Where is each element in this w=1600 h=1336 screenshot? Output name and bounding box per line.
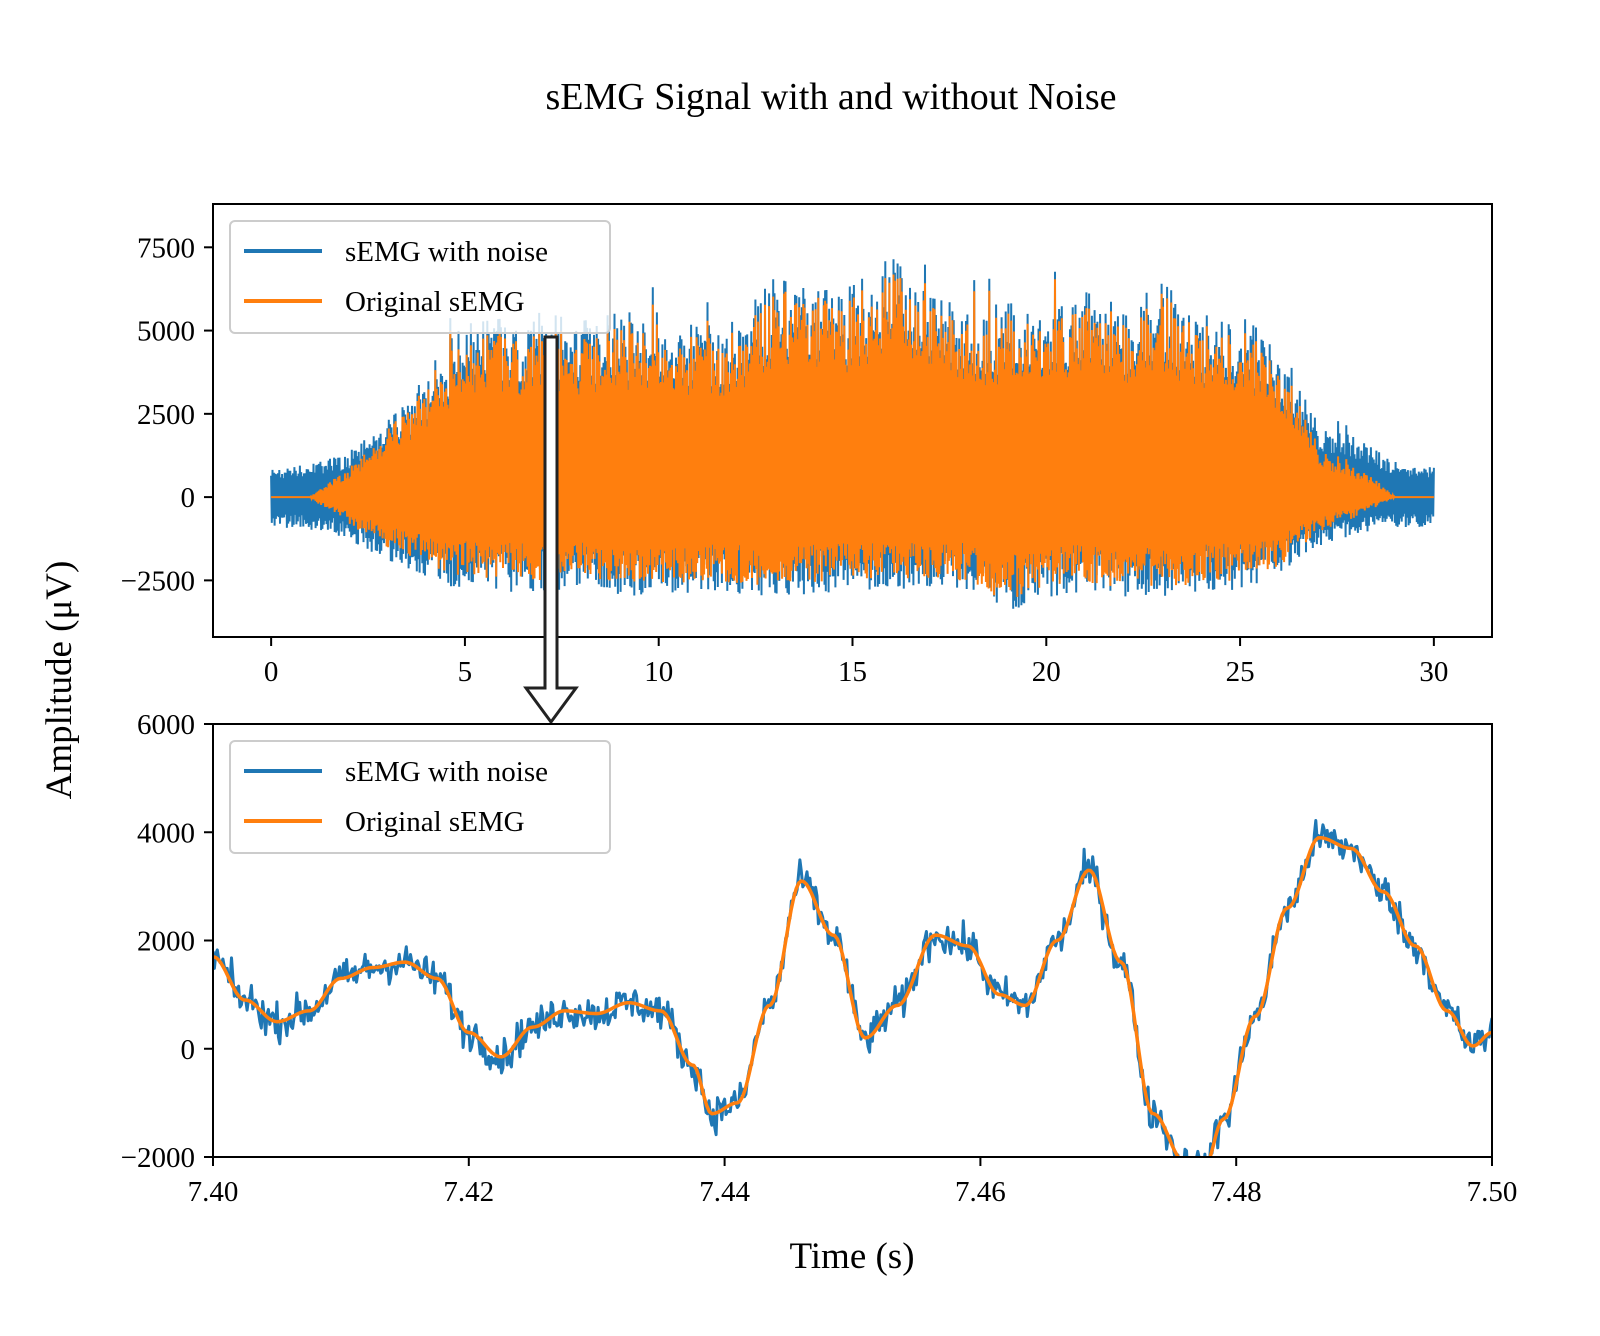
zoom-arrow — [523, 335, 579, 725]
zoom-ticks: 7.40 7.42 7.44 7.46 7.48 7.50 −2000 0 2000 4000 60… — [121, 709, 1518, 1208]
overview-ticks: 0 5 10 15 20 25 30 −2500 0 2500 5000 7500 — [121, 232, 1449, 688]
overview-y-tick-label: −2500 — [121, 565, 195, 597]
overview-y-tick-label: 2500 — [137, 399, 195, 431]
overview-x-tick-label: 25 — [1226, 656, 1255, 688]
zoom-y-tick-label: −2000 — [121, 1142, 195, 1174]
zoom-y-tick-label: 6000 — [137, 709, 195, 741]
overview-legend-label-original: Original sEMG — [345, 286, 525, 318]
zoom-x-tick-label: 7.48 — [1211, 1176, 1262, 1208]
zoom-legend-label-original: Original sEMG — [345, 806, 525, 838]
overview-plot: 0 5 10 15 20 25 30 −2500 0 2500 5000 7500 sEMG with… — [121, 203, 1493, 688]
zoom-legend: sEMG with noise Original sEMG — [229, 740, 611, 854]
zoom-x-tick-label: 7.40 — [188, 1176, 239, 1208]
chart-title: sEMG Signal with and without Noise — [545, 76, 1116, 118]
zoom-plot: 7.40 7.42 7.44 7.46 7.48 7.50 −2000 0 2000 4000 60… — [121, 709, 1518, 1208]
zoom-legend-label-noisy: sEMG with noise — [345, 756, 548, 788]
zoom-y-tick-label: 0 — [181, 1034, 196, 1066]
y-axis-label: Amplitude (μV) — [39, 561, 80, 800]
overview-legend-box — [229, 220, 611, 334]
zoom-x-tick-label: 7.42 — [443, 1176, 494, 1208]
overview-y-tick-label: 7500 — [137, 232, 195, 264]
overview-y-tick-label: 0 — [181, 482, 196, 514]
overview-x-tick-label: 0 — [264, 656, 279, 688]
overview-x-tick-label: 10 — [644, 656, 673, 688]
overview-x-tick-label: 20 — [1032, 656, 1061, 688]
x-axis-label: Time (s) — [789, 1236, 914, 1277]
zoom-x-tick-label: 7.46 — [955, 1176, 1006, 1208]
overview-x-tick-label: 30 — [1419, 656, 1448, 688]
overview-legend: sEMG with noise Original sEMG — [229, 220, 611, 334]
zoom-legend-box — [229, 740, 611, 854]
overview-legend-label-noisy: sEMG with noise — [345, 236, 548, 268]
zoom-y-tick-label: 4000 — [137, 817, 195, 849]
overview-x-tick-label: 5 — [458, 656, 473, 688]
zoom-x-tick-label: 7.44 — [699, 1176, 750, 1208]
zoom-y-tick-label: 2000 — [137, 926, 195, 958]
overview-series-original — [271, 274, 1434, 597]
zoom-x-tick-label: 7.50 — [1467, 1176, 1518, 1208]
overview-y-tick-label: 5000 — [137, 316, 195, 348]
overview-x-tick-label: 15 — [838, 656, 867, 688]
zoom-series-original — [213, 835, 1492, 1157]
